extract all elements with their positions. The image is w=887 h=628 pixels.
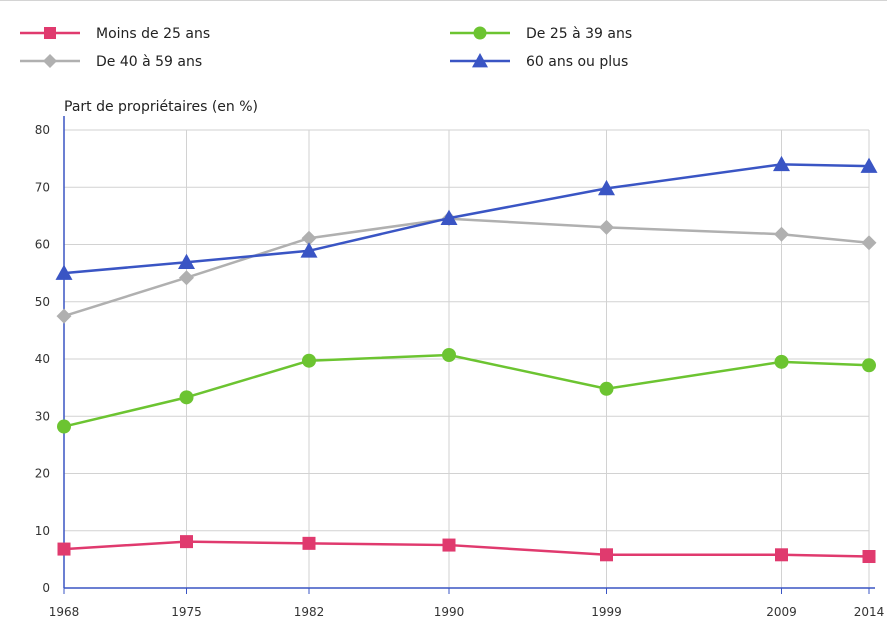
data-point-marker xyxy=(598,179,615,196)
y-tick-label: 50 xyxy=(35,295,50,309)
legend-label: De 25 à 39 ans xyxy=(526,26,632,42)
legend-item: De 40 à 59 ans xyxy=(20,54,202,70)
data-point-marker xyxy=(302,536,316,550)
legend-item: Moins de 25 ans xyxy=(20,26,210,42)
data-point-marker xyxy=(599,219,614,235)
data-point-marker xyxy=(179,270,194,286)
series-layer xyxy=(55,155,878,564)
data-point-marker xyxy=(300,242,318,258)
y-tick-label: 40 xyxy=(35,352,50,366)
data-point-marker xyxy=(442,538,456,552)
legend-swatch-marker xyxy=(43,54,57,68)
x-tick-label: 1990 xyxy=(434,605,465,619)
series-3 xyxy=(55,155,878,280)
data-point-marker xyxy=(773,155,790,172)
data-point-marker xyxy=(301,230,317,246)
x-tick-label: 1982 xyxy=(294,605,325,619)
legend-label: Moins de 25 ans xyxy=(96,26,210,42)
data-point-marker xyxy=(57,542,71,556)
data-point-marker xyxy=(55,264,73,280)
axes: 0 10 20 30 40 50 60 70 80 1968 1975 1982 1990 1999 200… xyxy=(35,116,885,619)
data-point-marker xyxy=(862,550,876,564)
legend-item: De 25 à 39 ans xyxy=(450,26,632,42)
y-axis-label: Part de propriétaires (en %) xyxy=(64,99,258,115)
y-tick-label: 0 xyxy=(42,581,50,595)
y-tick-label: 10 xyxy=(35,524,50,538)
data-point-marker xyxy=(860,157,878,173)
x-tick-label: 1975 xyxy=(171,605,202,619)
series-0 xyxy=(57,535,876,564)
data-point-marker xyxy=(862,358,876,373)
x-tick-label: 2014 xyxy=(854,605,885,619)
x-tick-label: 1999 xyxy=(591,605,622,619)
legend-item: 60 ans ou plus xyxy=(450,53,628,70)
y-tick-label: 30 xyxy=(35,409,50,423)
legend-swatch-marker xyxy=(44,27,56,39)
data-point-marker xyxy=(775,548,788,562)
legend-swatch-marker xyxy=(472,53,488,68)
data-point-marker xyxy=(440,209,458,225)
data-point-marker xyxy=(774,226,789,242)
y-tick-label: 80 xyxy=(35,123,50,137)
data-point-marker xyxy=(56,308,72,324)
legend: Moins de 25 ans De 25 à 39 ans De 40 à 59 … xyxy=(20,26,632,70)
data-point-marker xyxy=(57,419,71,434)
legend-swatch-marker xyxy=(473,26,487,40)
data-point-marker xyxy=(599,381,614,396)
legend-label: De 40 à 59 ans xyxy=(96,54,202,70)
data-point-marker xyxy=(178,253,195,270)
data-point-marker xyxy=(442,347,456,362)
series-1 xyxy=(57,347,876,434)
y-tick-label: 70 xyxy=(35,180,50,194)
data-point-marker xyxy=(180,535,193,549)
y-tick-label: 60 xyxy=(35,238,50,252)
x-tick-label: 1968 xyxy=(49,605,80,619)
data-point-marker xyxy=(600,548,613,562)
data-point-marker xyxy=(861,235,877,251)
legend-label: 60 ans ou plus xyxy=(526,54,628,70)
x-tick-label: 2009 xyxy=(766,605,797,619)
data-point-marker xyxy=(302,353,316,368)
y-tick-label: 20 xyxy=(35,467,50,481)
data-point-marker xyxy=(179,390,194,405)
data-point-marker xyxy=(774,354,789,369)
